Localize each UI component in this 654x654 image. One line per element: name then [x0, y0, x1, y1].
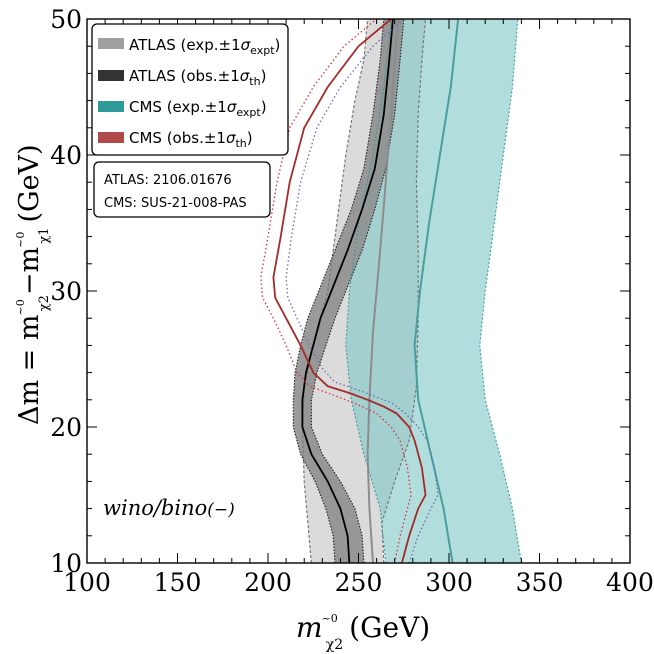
y-tick-label: 50 — [50, 5, 82, 34]
y-tick-labels: 10 20 30 40 50 — [50, 5, 82, 578]
legend-label-cms-obs: CMS (obs.±1σth) — [129, 129, 253, 150]
legend-label-atlas-obs: ATLAS (obs.±1σth) — [129, 67, 266, 88]
y-tick-label: 40 — [50, 141, 82, 170]
cms-obs-lower-dotted — [260, 19, 412, 563]
atlas-exp-central-line — [366, 19, 400, 563]
legend-box — [91, 23, 289, 156]
scenario-annotation: wino/bino(−) — [103, 496, 235, 520]
atlas-exp-upper-edge — [381, 19, 427, 563]
legend-swatch-cms-exp — [98, 101, 124, 112]
x-tick-label: 200 — [244, 568, 292, 597]
plot-frame — [86, 18, 631, 564]
y-axis-title: Δm = m~0 χ2−m~0 χ1(GeV) — [14, 144, 52, 425]
x-tick-label: 400 — [606, 568, 654, 597]
cms-exp-central-line — [413, 19, 460, 563]
x-tick-label: 100 — [63, 568, 111, 597]
legend-swatch-atlas-obs — [98, 70, 124, 81]
y-tick-label: 30 — [50, 277, 82, 306]
cms-exp-band — [345, 19, 522, 563]
legend-label-atlas-exp: ATLAS (exp.±1σexpt) — [129, 36, 280, 57]
x-axis-title: m~0 χ2(GeV) — [296, 611, 430, 653]
x-tick-label: 250 — [335, 568, 383, 597]
legend-swatch-atlas-exp — [98, 38, 124, 49]
reference-box: ATLAS: 2106.01676 CMS: SUS-21-008-PAS — [93, 161, 271, 218]
legend-swatch-cms-obs — [98, 132, 124, 143]
x-tick-label: 350 — [516, 568, 564, 597]
reference-atlas: ATLAS: 2106.01676 — [104, 173, 232, 188]
cms-obs-central-line — [272, 19, 427, 563]
atlas-obs-upper-edge — [310, 19, 405, 563]
reference-box-frame — [93, 161, 271, 218]
cms-exp-lower-edge — [345, 19, 392, 563]
legend: ATLAS (exp.±1σexpt) ATLAS (obs.±1σth) CM… — [91, 23, 289, 156]
x-tick-label: 300 — [425, 568, 473, 597]
y-tick-label: 10 — [50, 549, 82, 578]
cms-obs-upper-dotted — [285, 19, 439, 563]
reference-cms: CMS: SUS-21-008-PAS — [104, 196, 247, 211]
atlas-obs-central-line — [301, 19, 394, 563]
cms-exp-upper-edge — [479, 19, 522, 563]
y-tick-label: 20 — [50, 413, 82, 442]
x-tick-labels: 100 150 200 250 300 350 400 — [63, 568, 654, 597]
plot-area — [260, 19, 522, 563]
legend-label-cms-exp: CMS (exp.±1σexpt) — [129, 98, 267, 119]
x-tick-label: 150 — [154, 568, 202, 597]
